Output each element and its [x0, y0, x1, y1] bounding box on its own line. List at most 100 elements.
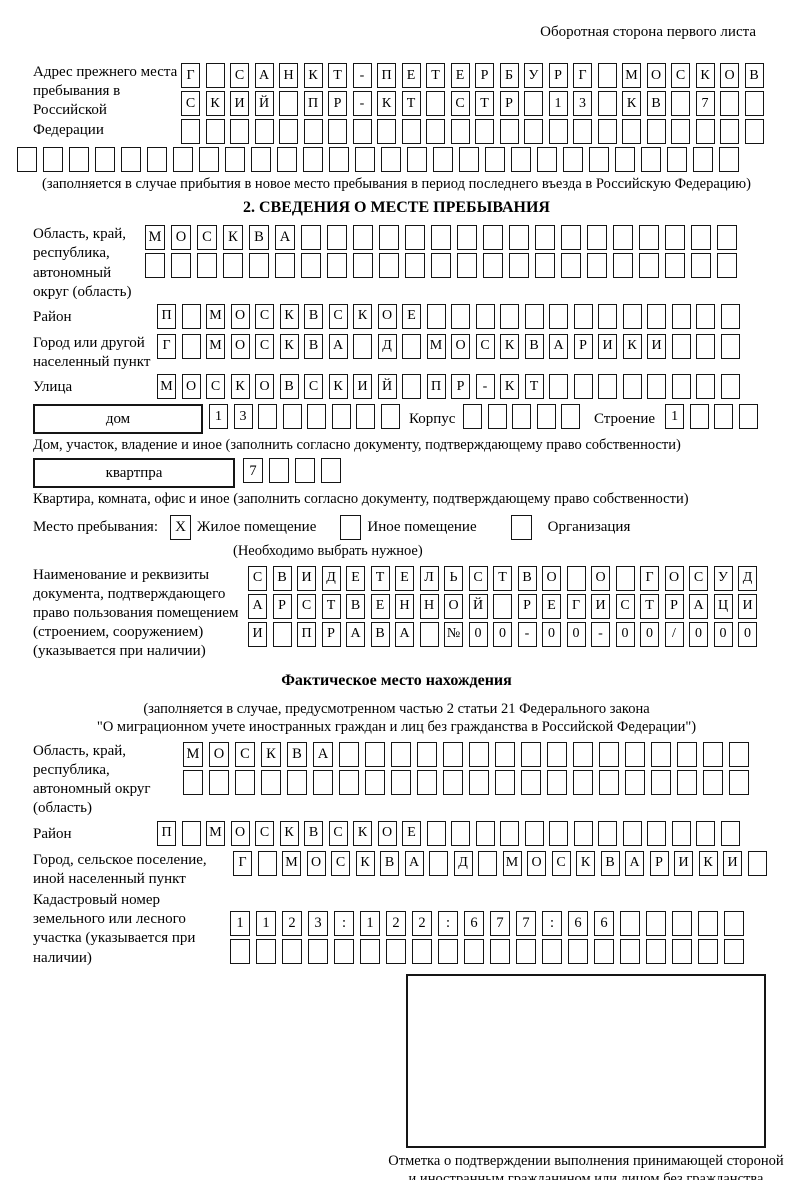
checkbox-inoe-pomeshchenie[interactable] [340, 514, 362, 540]
char-box[interactable] [521, 741, 541, 767]
char-box[interactable] [625, 769, 645, 795]
char-box[interactable]: И [598, 333, 617, 359]
char-box[interactable]: 2 [386, 910, 406, 936]
char-box[interactable]: П [157, 303, 176, 329]
char-box[interactable] [597, 91, 617, 116]
char-box[interactable]: П [297, 621, 316, 647]
char-box[interactable] [181, 303, 201, 329]
char-box[interactable] [391, 741, 411, 767]
char-box[interactable]: И [353, 374, 372, 400]
char-box[interactable]: 1 [230, 910, 250, 936]
char-box[interactable]: О [209, 741, 229, 767]
char-box[interactable] [622, 303, 642, 329]
char-box[interactable] [380, 404, 400, 430]
char-box[interactable]: В [279, 374, 299, 400]
char-box[interactable] [573, 303, 593, 329]
char-box[interactable]: К [279, 303, 299, 329]
char-box[interactable]: Е [402, 820, 421, 846]
char-box[interactable] [516, 938, 536, 964]
char-box[interactable]: К [261, 741, 281, 767]
char-box[interactable]: К [500, 374, 519, 400]
char-box[interactable] [225, 147, 245, 172]
char-box[interactable] [493, 593, 512, 619]
char-box[interactable] [450, 119, 470, 144]
char-box[interactable]: О [230, 333, 250, 359]
char-box[interactable] [329, 147, 349, 172]
char-box[interactable] [478, 850, 497, 876]
char-box[interactable] [223, 253, 243, 279]
char-box[interactable]: С [255, 333, 274, 359]
char-box[interactable]: С [181, 91, 200, 116]
char-box[interactable] [691, 253, 711, 279]
char-box[interactable] [457, 225, 477, 251]
char-box[interactable]: О [444, 593, 463, 619]
char-box[interactable] [587, 253, 607, 279]
char-box[interactable]: К [377, 91, 396, 116]
char-box[interactable]: - [475, 374, 495, 400]
char-box[interactable] [573, 741, 593, 767]
char-box[interactable] [313, 769, 333, 795]
char-box[interactable] [671, 820, 691, 846]
char-box[interactable]: - [352, 63, 372, 88]
char-box[interactable] [521, 769, 541, 795]
char-box[interactable]: - [591, 621, 610, 647]
char-box[interactable]: Г [157, 333, 176, 359]
char-box[interactable] [639, 253, 659, 279]
char-box[interactable] [691, 225, 711, 251]
char-box[interactable] [353, 225, 373, 251]
char-box[interactable] [573, 374, 593, 400]
char-box[interactable] [199, 147, 219, 172]
char-box[interactable] [696, 820, 715, 846]
char-box[interactable] [542, 938, 562, 964]
char-box[interactable]: : [542, 910, 562, 936]
char-box[interactable]: Л [419, 565, 439, 591]
char-box[interactable] [667, 147, 687, 172]
char-box[interactable]: 0 [468, 621, 488, 647]
char-box[interactable]: А [395, 621, 414, 647]
char-box[interactable]: А [625, 850, 644, 876]
char-box[interactable] [321, 458, 341, 484]
char-box[interactable] [549, 303, 568, 329]
char-box[interactable]: У [713, 565, 733, 591]
char-box[interactable]: Р [517, 593, 537, 619]
char-box[interactable] [209, 769, 229, 795]
char-box[interactable] [451, 303, 470, 329]
char-box[interactable]: М [622, 63, 641, 88]
char-box[interactable] [738, 404, 758, 430]
char-box[interactable] [696, 374, 715, 400]
char-box[interactable]: В [524, 333, 544, 359]
char-box[interactable]: Е [395, 565, 414, 591]
char-box[interactable]: В [517, 565, 537, 591]
char-box[interactable] [500, 820, 519, 846]
char-box[interactable]: И [674, 850, 693, 876]
char-box[interactable] [147, 147, 167, 172]
char-box[interactable] [677, 769, 697, 795]
char-box[interactable] [282, 938, 302, 964]
char-box[interactable] [205, 63, 225, 88]
char-box[interactable]: Н [419, 593, 439, 619]
char-box[interactable] [490, 938, 510, 964]
char-box[interactable]: Й [468, 593, 488, 619]
char-box[interactable] [671, 333, 691, 359]
char-box[interactable]: В [646, 91, 666, 116]
char-box[interactable] [672, 910, 692, 936]
char-box[interactable] [597, 63, 617, 88]
char-box[interactable]: П [426, 374, 446, 400]
char-box[interactable]: 7 [243, 458, 263, 484]
char-box[interactable] [495, 769, 515, 795]
char-box[interactable]: Р [548, 63, 568, 88]
char-box[interactable] [426, 303, 446, 329]
char-box[interactable] [475, 820, 495, 846]
char-box[interactable] [524, 91, 543, 116]
char-box[interactable] [568, 938, 588, 964]
char-box[interactable] [360, 938, 380, 964]
char-box[interactable]: Б [499, 63, 519, 88]
char-box[interactable]: 1 [256, 910, 276, 936]
char-box[interactable] [391, 769, 411, 795]
char-box[interactable]: С [248, 565, 267, 591]
char-box[interactable] [287, 769, 307, 795]
char-box[interactable]: К [279, 820, 299, 846]
char-box[interactable] [235, 769, 255, 795]
char-box[interactable] [720, 303, 740, 329]
char-box[interactable]: И [723, 850, 742, 876]
